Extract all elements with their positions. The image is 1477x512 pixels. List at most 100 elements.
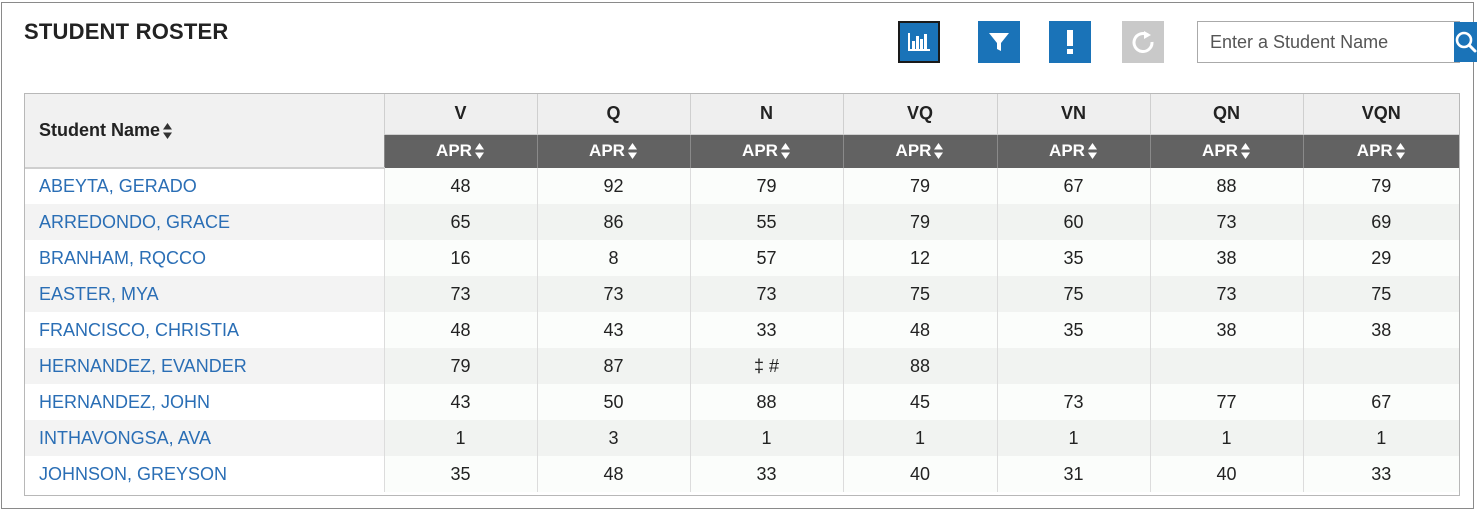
table-row: BRANHAM, RQCCO 16 8 57 12 35 38 29	[25, 240, 1459, 276]
column-header-qn: QN	[1149, 94, 1303, 135]
apr-sort-header-vqn[interactable]: APR	[1302, 134, 1459, 168]
score-cell-vn: 75	[996, 276, 1150, 312]
page-title: STUDENT ROSTER	[24, 19, 229, 44]
sort-icon	[1395, 143, 1405, 160]
score-cell-vq: 75	[842, 276, 997, 312]
sort-icon	[1240, 143, 1250, 160]
score-cell-vqn: 67	[1302, 384, 1459, 420]
score-cell-qn: 77	[1149, 384, 1303, 420]
score-cell-vqn: 38	[1302, 312, 1459, 348]
score-cell-n: 55	[689, 204, 843, 240]
table-row: INTHAVONGSA, AVA 1 3 1 1 1 1 1	[25, 420, 1459, 456]
score-cell-vq: 45	[842, 384, 997, 420]
score-cell-vq: 12	[842, 240, 997, 276]
search-icon	[1455, 31, 1477, 53]
column-header-vq: VQ	[842, 94, 997, 135]
apr-label: APR	[742, 141, 778, 161]
score-cell-vq: 1	[842, 420, 997, 456]
student-search	[1197, 21, 1477, 63]
score-cell-vqn: 29	[1302, 240, 1459, 276]
score-cell-v: 43	[383, 384, 537, 420]
apr-label: APR	[1049, 141, 1085, 161]
score-cell-n: 88	[689, 384, 843, 420]
student-name-header-label: Student Name	[39, 120, 161, 140]
apr-sort-header-q[interactable]: APR	[536, 134, 690, 168]
score-cell-vn: 1	[996, 420, 1150, 456]
student-name-header[interactable]: Student Name	[25, 94, 384, 169]
apr-sort-header-n[interactable]: APR	[689, 134, 843, 168]
apr-label: APR	[436, 141, 472, 161]
score-cell-v: 73	[383, 276, 537, 312]
sort-icon	[474, 143, 484, 160]
score-cell-vn: 67	[996, 168, 1150, 204]
student-name-link[interactable]: HERNANDEZ, JOHN	[25, 384, 384, 420]
score-cell-q: 43	[536, 312, 690, 348]
apr-label: APR	[895, 141, 932, 161]
bar-chart-icon	[908, 33, 930, 51]
score-cell-q: 86	[536, 204, 690, 240]
student-name-link[interactable]: ARREDONDO, GRACE	[25, 204, 384, 240]
apr-sort-header-v[interactable]: APR	[383, 134, 537, 168]
score-cell-vn: 35	[996, 240, 1150, 276]
score-cell-n: 33	[689, 312, 843, 348]
table-row: HERNANDEZ, JOHN 43 50 88 45 73 77 67	[25, 384, 1459, 420]
refresh-icon	[1132, 31, 1154, 53]
student-name-link[interactable]: BRANHAM, RQCCO	[25, 240, 384, 276]
column-header-q: Q	[536, 94, 690, 135]
score-cell-vn: 31	[996, 456, 1150, 492]
student-name-link[interactable]: ABEYTA, GERADO	[25, 168, 384, 204]
refresh-button[interactable]	[1122, 21, 1164, 63]
table-row: ARREDONDO, GRACE 65 86 55 79 60 73 69	[25, 204, 1459, 240]
score-cell-qn: 73	[1149, 204, 1303, 240]
score-cell-v: 16	[383, 240, 537, 276]
student-name-link[interactable]: INTHAVONGSA, AVA	[25, 420, 384, 456]
score-cell-v: 1	[383, 420, 537, 456]
score-cell-v: 79	[383, 348, 537, 384]
score-cell-q: 92	[536, 168, 690, 204]
score-cell-qn: 88	[1149, 168, 1303, 204]
score-cell-vq: 48	[842, 312, 997, 348]
score-cell-q: 3	[536, 420, 690, 456]
apr-sort-header-vq[interactable]: APR	[842, 134, 997, 168]
student-name-link[interactable]: JOHNSON, GREYSON	[25, 456, 384, 492]
apr-label: APR	[1202, 141, 1238, 161]
score-cell-q: 73	[536, 276, 690, 312]
score-cell-q: 8	[536, 240, 690, 276]
roster-table: Student Name V Q N VQ VN QN VQN APR APR AP…	[24, 93, 1460, 496]
sort-icon	[780, 143, 790, 160]
score-cell-vn: 60	[996, 204, 1150, 240]
score-cell-v: 48	[383, 312, 537, 348]
score-cell-n: 57	[689, 240, 843, 276]
chart-button[interactable]	[898, 21, 940, 63]
student-name-link[interactable]: HERNANDEZ, EVANDER	[25, 348, 384, 384]
search-input[interactable]	[1198, 22, 1454, 62]
alert-button[interactable]	[1049, 21, 1091, 63]
score-cell-vq: 79	[842, 168, 997, 204]
apr-sort-header-qn[interactable]: APR	[1149, 134, 1303, 168]
filter-button[interactable]	[978, 21, 1020, 63]
score-cell-vqn: 75	[1302, 276, 1459, 312]
score-cell-vn: 35	[996, 312, 1150, 348]
sort-icon	[627, 143, 637, 160]
apr-sort-header-vn[interactable]: APR	[996, 134, 1150, 168]
score-cell-n: 79	[689, 168, 843, 204]
score-cell-v: 65	[383, 204, 537, 240]
score-cell-qn: 38	[1149, 240, 1303, 276]
score-cell-q: 87	[536, 348, 690, 384]
apr-label: APR	[1356, 141, 1393, 161]
score-cell-q: 50	[536, 384, 690, 420]
search-button[interactable]	[1454, 22, 1477, 62]
score-cell-vqn	[1302, 348, 1459, 384]
student-name-link[interactable]: EASTER, MYA	[25, 276, 384, 312]
sort-icon	[934, 143, 944, 160]
table-row: FRANCISCO, CHRISTIA 48 43 33 48 35 38 38	[25, 312, 1459, 348]
score-cell-vq: 88	[842, 348, 997, 384]
score-cell-qn: 40	[1149, 456, 1303, 492]
score-cell-vn	[996, 348, 1150, 384]
student-name-link[interactable]: FRANCISCO, CHRISTIA	[25, 312, 384, 348]
column-header-n: N	[689, 94, 843, 135]
filter-icon	[989, 33, 1009, 51]
score-cell-vn: 73	[996, 384, 1150, 420]
table-row: HERNANDEZ, EVANDER 79 87 ‡ #88	[25, 348, 1459, 384]
